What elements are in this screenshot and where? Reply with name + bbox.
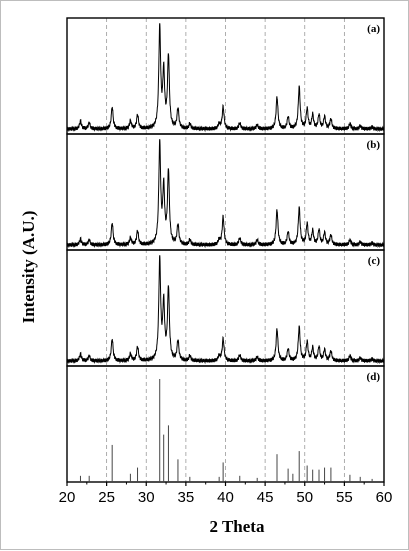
diffraction-pattern [66,255,385,365]
panel-label: (a) [367,23,380,35]
x-tick-label: 55 [336,489,353,506]
diffraction-pattern [66,23,385,133]
y-axis-title: Intensity (A.U.) [19,211,38,324]
x-tick-label: 25 [98,489,115,506]
panel-label: (b) [367,139,381,151]
x-tick-label: 35 [178,489,195,506]
diffraction-pattern [66,139,385,249]
panel-label: (c) [368,255,381,267]
panel-label: (d) [367,371,381,383]
x-tick-label: 20 [59,489,76,506]
x-tick-label: 40 [217,489,234,506]
x-axis: 20 25 30 35 40 45 50 55 60 [59,482,393,506]
x-axis-title: 2 Theta [210,517,265,536]
x-tick-label: 50 [296,489,313,506]
x-tick-label: 45 [257,489,274,506]
x-tick-label: 60 [376,489,393,506]
x-tick-label: 30 [138,489,155,506]
